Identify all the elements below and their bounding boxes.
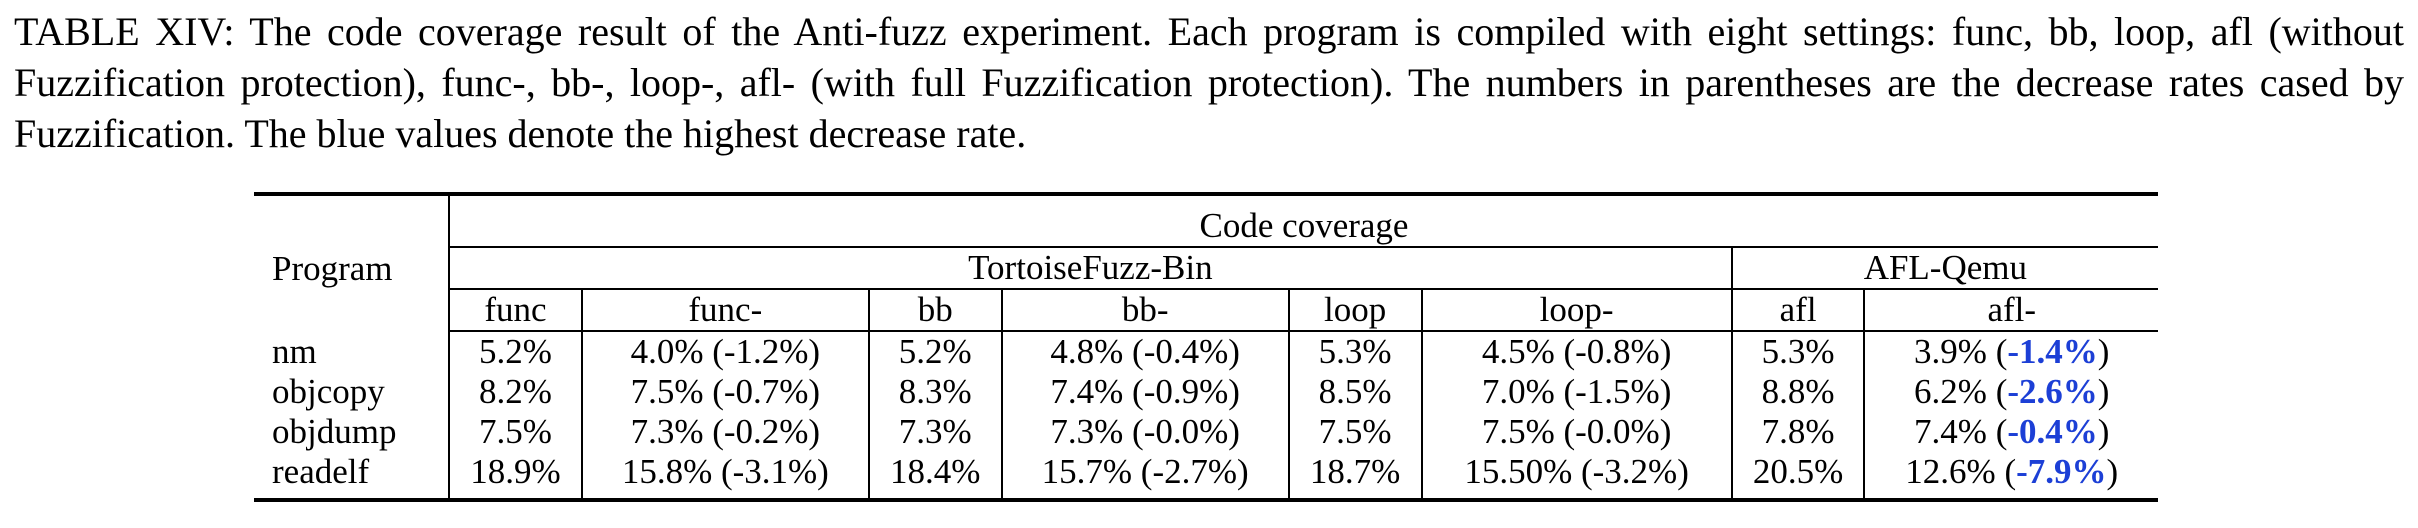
cell-program: objcopy [254, 372, 451, 412]
cell-func: 8.2% [449, 372, 583, 412]
coverage-table: Program Code coverage TortoiseFuzz-Bin A… [254, 192, 2158, 502]
cell-func-minus: 7.3% (-0.2%) [581, 412, 870, 452]
header-col-afl-minus: afl- [1864, 289, 2158, 332]
highest-decrease-value: -7.9% [2016, 452, 2107, 491]
cell-afl-minus: 7.4% (-0.4%) [1864, 412, 2158, 452]
table-caption: TABLE XIV: The code coverage result of t… [14, 9, 2404, 156]
header-col-bb: bb [868, 289, 1003, 332]
cell-bb-minus: 7.4% (-0.9%) [1001, 372, 1290, 412]
header-row-2: TortoiseFuzz-Bin AFL-Qemu [254, 247, 2158, 290]
cell-func: 5.2% [449, 331, 583, 372]
highest-decrease-value: -2.6% [2007, 372, 2098, 411]
header-col-bb-minus: bb- [1001, 289, 1290, 332]
cell-afl: 5.3% [1731, 331, 1866, 372]
header-col-func: func [449, 289, 583, 332]
cell-bb: 8.3% [868, 372, 1003, 412]
cell-func: 7.5% [449, 412, 583, 452]
cell-bb-minus: 15.7% (-2.7%) [1001, 452, 1290, 500]
header-row-1: Program Code coverage [254, 194, 2158, 331]
cell-func-minus: 7.5% (-0.7%) [581, 372, 870, 412]
cell-program: nm [254, 331, 451, 372]
cell-loop: 8.5% [1288, 372, 1423, 412]
cell-bb: 7.3% [868, 412, 1003, 452]
cell-loop-minus: 7.0% (-1.5%) [1421, 372, 1733, 412]
cell-afl-minus: 12.6% (-7.9%) [1864, 452, 2158, 500]
cell-func: 18.9% [449, 452, 583, 500]
cell-bb-minus: 4.8% (-0.4%) [1001, 331, 1290, 372]
table-row: readelf 18.9% 15.8% (-3.1%) 18.4% 15.7% … [254, 452, 2158, 500]
highest-decrease-value: -1.4% [2007, 332, 2098, 371]
cell-program: readelf [254, 452, 451, 500]
header-group-afl-qemu: AFL-Qemu [1731, 247, 2158, 290]
afl-minus-value: 12.6% ( [1905, 452, 2017, 491]
cell-afl-minus: 6.2% (-2.6%) [1864, 372, 2158, 412]
header-col-loop: loop [1288, 289, 1423, 332]
header-code-coverage: Code coverage [449, 194, 2158, 248]
afl-minus-close: ) [2097, 412, 2110, 451]
cell-loop-minus: 4.5% (-0.8%) [1421, 331, 1733, 372]
table-row: nm 5.2% 4.0% (-1.2%) 5.2% 4.8% (-0.4%) 5… [254, 331, 2158, 372]
cell-loop-minus: 15.50% (-3.2%) [1421, 452, 1733, 500]
table-row: objdump 7.5% 7.3% (-0.2%) 7.3% 7.3% (-0.… [254, 412, 2158, 452]
afl-minus-value: 6.2% ( [1914, 372, 2008, 411]
afl-minus-close: ) [2097, 372, 2110, 411]
highest-decrease-value: -0.4% [2007, 412, 2098, 451]
cell-afl: 8.8% [1731, 372, 1866, 412]
cell-loop: 5.3% [1288, 331, 1423, 372]
header-group-tortoisefuzz: TortoiseFuzz-Bin [449, 247, 1733, 290]
cell-afl: 7.8% [1731, 412, 1866, 452]
cell-afl-minus: 3.9% (-1.4%) [1864, 331, 2158, 372]
cell-program: objdump [254, 412, 451, 452]
cell-loop: 7.5% [1288, 412, 1423, 452]
cell-func-minus: 4.0% (-1.2%) [581, 331, 870, 372]
afl-minus-close: ) [2097, 332, 2110, 371]
header-row-3: func func- bb bb- loop loop- afl afl- [254, 289, 2158, 332]
cell-loop-minus: 7.5% (-0.0%) [1421, 412, 1733, 452]
header-program: Program [254, 194, 451, 331]
cell-afl: 20.5% [1731, 452, 1866, 500]
table-row: objcopy 8.2% 7.5% (-0.7%) 8.3% 7.4% (-0.… [254, 372, 2158, 412]
afl-minus-value: 3.9% ( [1914, 332, 2008, 371]
cell-bb-minus: 7.3% (-0.0%) [1001, 412, 1290, 452]
header-col-loop-minus: loop- [1421, 289, 1733, 332]
cell-loop: 18.7% [1288, 452, 1423, 500]
afl-minus-close: ) [2106, 452, 2119, 491]
header-col-afl: afl [1731, 289, 1866, 332]
afl-minus-value: 7.4% ( [1914, 412, 2008, 451]
cell-func-minus: 15.8% (-3.1%) [581, 452, 870, 500]
coverage-table-wrapper: Program Code coverage TortoiseFuzz-Bin A… [254, 192, 2158, 502]
header-col-func-minus: func- [581, 289, 870, 332]
cell-bb: 5.2% [868, 331, 1003, 372]
cell-bb: 18.4% [868, 452, 1003, 500]
